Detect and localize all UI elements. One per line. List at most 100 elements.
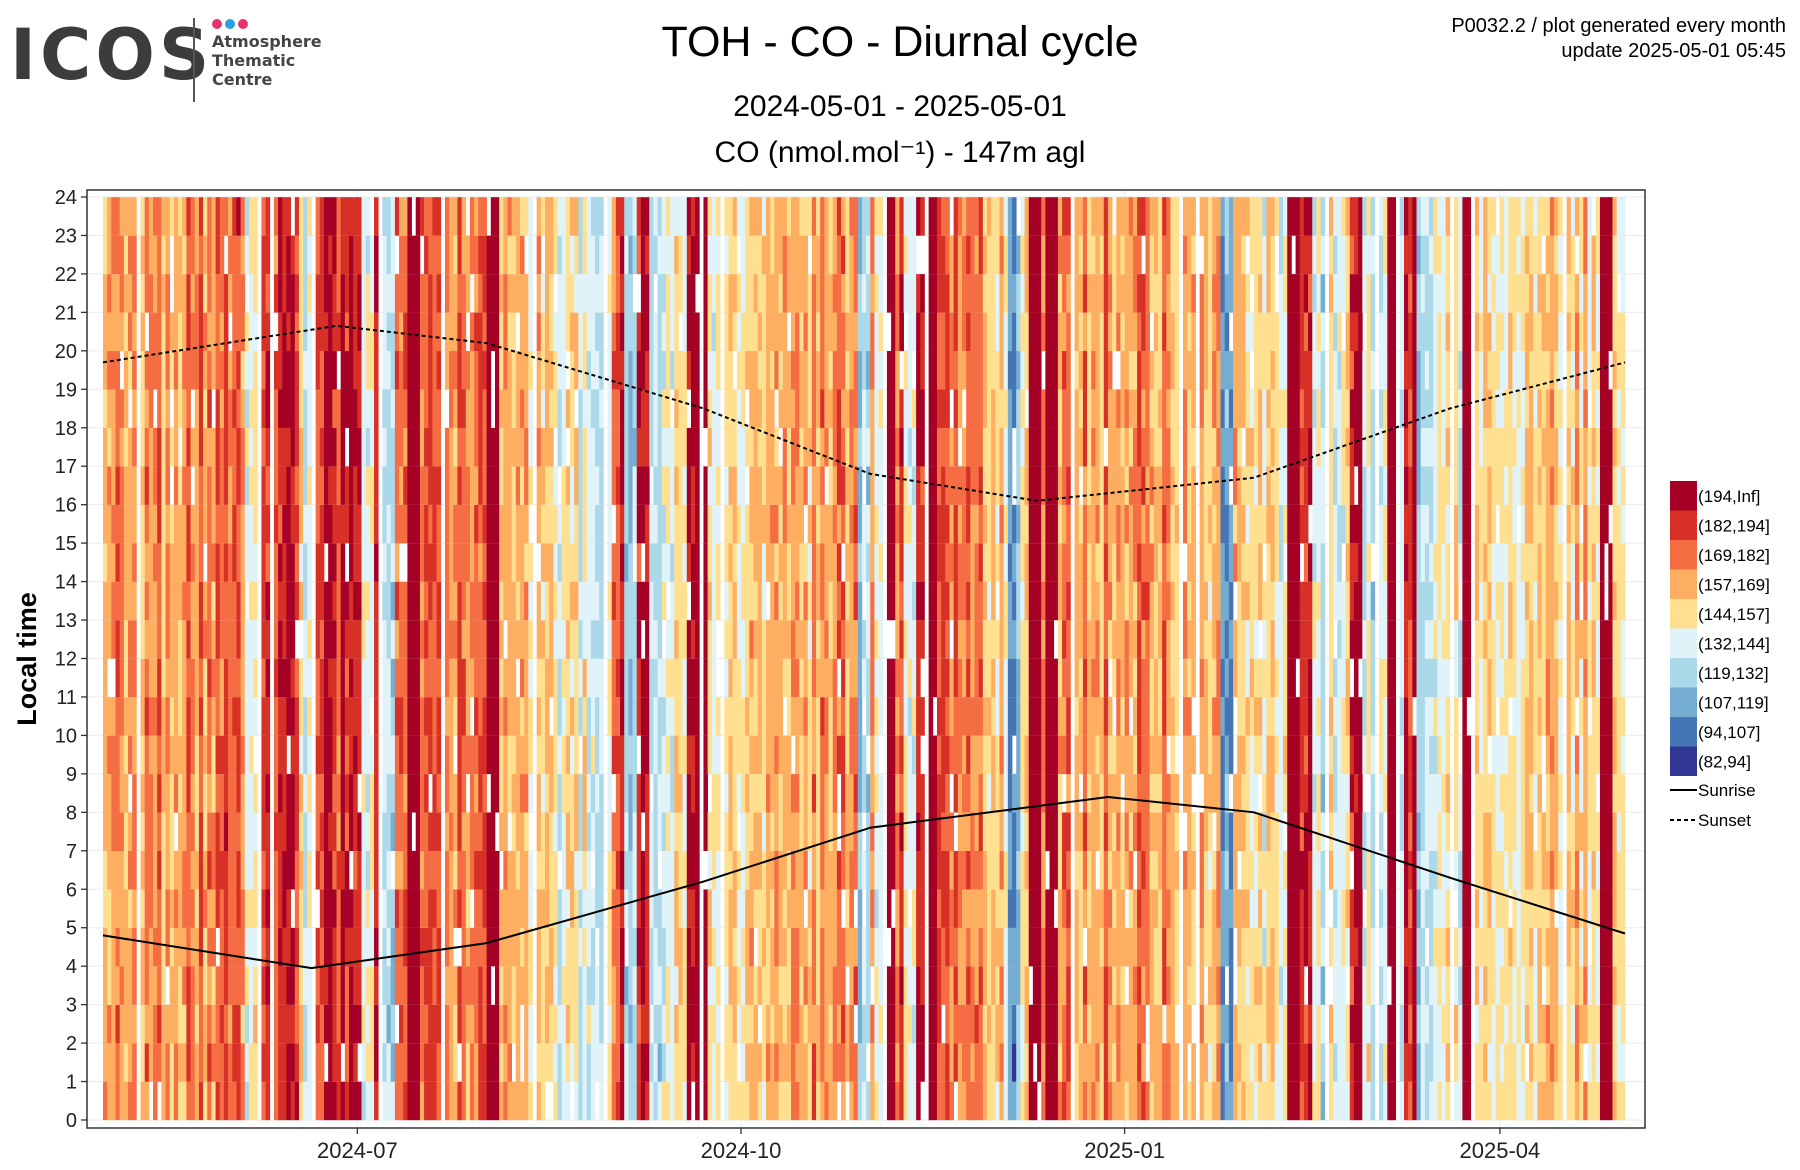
- heatmap-cell: [945, 389, 950, 428]
- heatmap-cell: [540, 351, 546, 390]
- heatmap-cell: [186, 466, 191, 505]
- heatmap-cell: [690, 581, 696, 621]
- heatmap-cell: [724, 966, 729, 1005]
- heatmap-cell: [432, 774, 437, 813]
- heatmap-cell: [298, 889, 304, 928]
- heatmap-cell: [907, 1043, 913, 1082]
- heatmap-cell: [607, 620, 613, 659]
- heatmap-cell: [970, 927, 975, 967]
- heatmap-cell: [841, 351, 846, 390]
- heatmap-cell: [369, 966, 375, 1005]
- heatmap-cell: [749, 812, 754, 851]
- heatmap-cell: [807, 774, 813, 813]
- heatmap-cell: [549, 235, 554, 275]
- heatmap-cell: [953, 774, 959, 813]
- heatmap-cell: [941, 235, 946, 275]
- heatmap-cell: [324, 927, 329, 967]
- heatmap-cell: [620, 774, 625, 813]
- heatmap-cell: [407, 389, 412, 428]
- heatmap-cell: [987, 1081, 992, 1121]
- heatmap-cell: [1012, 812, 1017, 851]
- heatmap-cell: [895, 774, 900, 813]
- heatmap-cell: [207, 312, 212, 352]
- heatmap-cell: [324, 812, 329, 851]
- heatmap-cell: [761, 812, 767, 851]
- heatmap-cell: [891, 966, 896, 1005]
- heatmap-cell: [828, 658, 834, 698]
- heatmap-cell: [165, 1043, 171, 1082]
- heatmap-cell: [824, 197, 829, 236]
- heatmap-cell: [411, 235, 417, 275]
- heatmap-cell: [107, 197, 112, 236]
- heatmap-cell: [745, 620, 750, 659]
- heatmap-cell: [273, 427, 279, 467]
- heatmap-cell: [961, 197, 967, 236]
- heatmap-cell: [828, 1043, 834, 1082]
- heatmap-cell: [511, 427, 517, 467]
- heatmap-cell: [695, 543, 700, 582]
- heatmap-cell: [349, 581, 354, 621]
- heatmap-cell: [186, 620, 191, 659]
- heatmap-cell: [932, 389, 938, 428]
- heatmap-cell: [841, 312, 846, 352]
- heatmap-cell: [453, 543, 458, 582]
- heatmap-cell: [636, 235, 642, 275]
- heatmap-cell: [328, 274, 333, 313]
- heatmap-cell: [936, 889, 942, 928]
- heatmap-cell: [457, 889, 462, 928]
- heatmap-cell: [407, 735, 412, 775]
- heatmap-cell: [582, 927, 588, 967]
- heatmap-cell: [553, 927, 558, 967]
- heatmap-cell: [236, 620, 241, 659]
- heatmap-cell: [686, 466, 692, 505]
- heatmap-cell: [1032, 504, 1038, 544]
- logo-wordmark: ICOS: [10, 14, 214, 96]
- heatmap-cell: [236, 504, 241, 544]
- heatmap-cell: [791, 581, 796, 621]
- heatmap-cell: [816, 697, 821, 736]
- heatmap-cell: [261, 543, 266, 582]
- update-time: update 2025-05-01 05:45: [1561, 40, 1786, 62]
- heatmap-cell: [1012, 1081, 1017, 1121]
- heatmap-cell: [324, 581, 329, 621]
- heatmap-cell: [111, 466, 116, 505]
- heatmap-cell: [365, 543, 371, 582]
- heatmap-cell: [849, 235, 854, 275]
- heatmap-cell: [861, 735, 867, 775]
- heatmap-cell: [936, 735, 942, 775]
- heatmap-cell: [645, 812, 650, 851]
- heatmap-cell: [611, 697, 617, 736]
- heatmap-cell: [770, 312, 775, 352]
- heatmap-cell: [386, 389, 392, 428]
- heatmap-cell: [570, 620, 575, 659]
- heatmap-cell: [357, 1004, 362, 1044]
- heatmap-cell: [740, 543, 746, 582]
- heatmap-cell: [607, 504, 613, 544]
- heatmap-cell: [607, 1004, 613, 1044]
- heatmap-cell: [157, 197, 162, 236]
- heatmap-cell: [957, 889, 963, 928]
- heatmap-cell: [632, 581, 638, 621]
- heatmap-cell: [645, 658, 650, 698]
- heatmap-cell: [766, 658, 771, 698]
- heatmap-cell: [365, 351, 371, 390]
- heatmap-cell: [474, 197, 479, 236]
- heatmap-cell: [399, 774, 404, 813]
- heatmap-cell: [290, 543, 296, 582]
- heatmap-cell: [978, 581, 984, 621]
- heatmap-cell: [173, 658, 179, 698]
- heatmap-cell: [469, 966, 475, 1005]
- heatmap-cell: [328, 427, 333, 467]
- heatmap-cell: [828, 620, 834, 659]
- heatmap-cell: [536, 1004, 542, 1044]
- heatmap-cell: [336, 312, 342, 352]
- heatmap-cell: [382, 812, 387, 851]
- heatmap-cell: [899, 812, 904, 851]
- heatmap-cell: [499, 466, 504, 505]
- heatmap-cell: [824, 620, 829, 659]
- heatmap-cell: [236, 197, 241, 236]
- heatmap-cell: [774, 581, 779, 621]
- heatmap-cell: [987, 774, 992, 813]
- heatmap-cell: [319, 1043, 325, 1082]
- heatmap-cell: [803, 1004, 809, 1044]
